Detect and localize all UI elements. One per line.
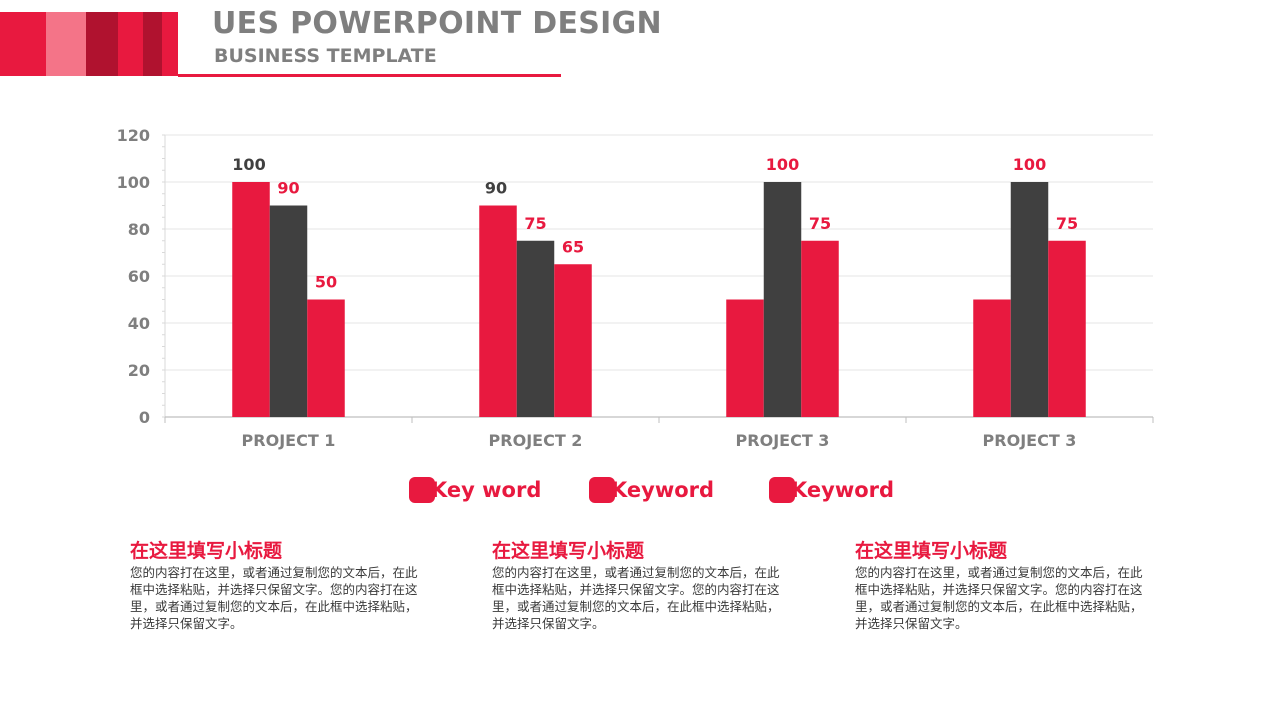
- block-text: 您的内容打在这里，或者通过复制您的文本后，在此框中选择粘贴，并选择只保留文字。您…: [855, 565, 1143, 631]
- data-label: 50: [315, 273, 337, 292]
- text-block: 在这里填写小标题 您的内容打在这里，或者通过复制您的文本后，在此框中选择粘贴，并…: [492, 538, 792, 632]
- bar: [763, 182, 802, 417]
- y-tick-label: 20: [128, 361, 150, 380]
- y-tick-label: 0: [139, 408, 150, 427]
- block-title: 在这里填写小标题: [855, 540, 1008, 562]
- header-stripe: [118, 12, 143, 76]
- bar: [269, 205, 308, 417]
- bar: [479, 205, 517, 417]
- page-subtitle: BUSINESS TEMPLATE: [214, 45, 437, 67]
- header-rule: [178, 74, 561, 77]
- header-stripe: [0, 12, 46, 76]
- header-stripe: [46, 12, 86, 76]
- text-block: 在这里填写小标题 您的内容打在这里，或者通过复制您的文本后，在此框中选择粘贴，并…: [855, 538, 1155, 632]
- header-stripes: [0, 12, 178, 76]
- block-title: 在这里填写小标题: [492, 540, 645, 562]
- page-title: UES POWERPOINT DESIGN: [212, 6, 662, 41]
- data-label: 100: [232, 155, 265, 174]
- y-tick-label: 60: [128, 267, 150, 286]
- legend-label: Keyword: [611, 478, 715, 502]
- legend-label: Keyword: [791, 478, 895, 502]
- header-stripe: [143, 12, 162, 76]
- bar: [726, 299, 764, 417]
- data-label: 75: [524, 214, 546, 233]
- y-tick-label: 40: [128, 314, 150, 333]
- bar: [973, 299, 1011, 417]
- header-stripe: [86, 12, 118, 76]
- bar: [1048, 240, 1086, 417]
- y-tick-label: 100: [117, 173, 150, 192]
- header-stripe: [162, 12, 178, 76]
- bar: [516, 240, 555, 417]
- chart-legend: Key word Keyword Keyword: [0, 476, 1280, 506]
- legend-swatch: [769, 477, 795, 503]
- block-title: 在这里填写小标题: [130, 540, 283, 562]
- bar: [307, 299, 345, 417]
- x-tick-label: PROJECT 3: [983, 431, 1077, 450]
- legend-swatch: [409, 477, 435, 503]
- text-block: 在这里填写小标题 您的内容打在这里，或者通过复制您的文本后，在此框中选择粘贴，并…: [130, 538, 430, 632]
- data-label: 90: [485, 179, 507, 198]
- bar: [232, 182, 270, 417]
- bar: [1010, 182, 1049, 417]
- bar: [554, 264, 592, 417]
- legend-swatch: [589, 477, 615, 503]
- data-label: 90: [277, 179, 299, 198]
- block-text: 您的内容打在这里，或者通过复制您的文本后，在此框中选择粘贴，并选择只保留文字。您…: [492, 565, 780, 631]
- data-label: 75: [809, 214, 831, 233]
- x-tick-label: PROJECT 1: [242, 431, 336, 450]
- bar: [801, 240, 839, 417]
- y-tick-label: 80: [128, 220, 150, 239]
- y-tick-label: 120: [117, 126, 150, 145]
- data-label: 100: [766, 155, 799, 174]
- legend-label: Key word: [431, 478, 542, 502]
- data-label: 65: [562, 237, 584, 256]
- data-label: 75: [1056, 214, 1078, 233]
- block-text: 您的内容打在这里，或者通过复制您的文本后，在此框中选择粘贴，并选择只保留文字。您…: [130, 565, 418, 631]
- x-tick-label: PROJECT 2: [489, 431, 583, 450]
- x-tick-label: PROJECT 3: [736, 431, 830, 450]
- data-label: 100: [1013, 155, 1046, 174]
- bar-chart: 0 20 40 60 80 100 120 PROJECT 1 PROJECT 2 PROJECT…: [117, 126, 1154, 450]
